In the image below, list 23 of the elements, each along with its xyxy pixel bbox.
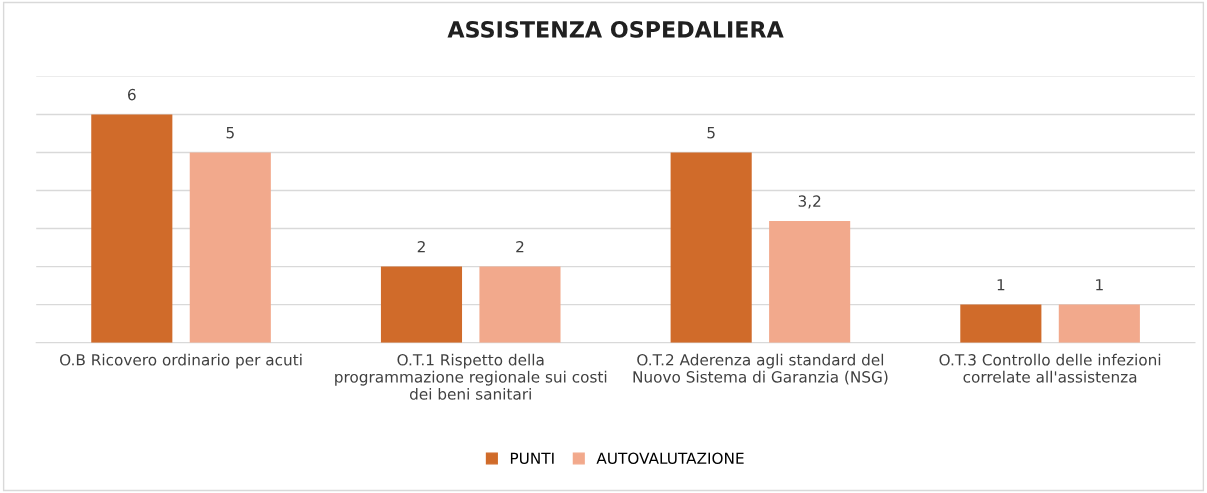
data-label: 1: [1096, 279, 1103, 291]
x-tick-label: O.T.1 Rispetto della programmazione regionale sui costi dei beni sanitari: [335, 353, 607, 400]
chart-title: ASSISTENZA OSPEDALIERA: [447, 21, 784, 38]
bar: [479, 266, 561, 343]
data-label: 1: [997, 279, 1005, 291]
bar: [769, 220, 851, 343]
x-tick-label: O.T.2 Aderenza agli standard del Nuovo Sistema di Garanzia (NSG): [633, 353, 888, 385]
bar: [1058, 304, 1140, 343]
data-label: 2: [417, 240, 425, 253]
bar: [380, 266, 463, 343]
bar: [960, 304, 1042, 343]
bar: [189, 152, 271, 343]
legend-label: AUTOVALUTAZIONE: [596, 452, 744, 465]
data-label: 5: [707, 127, 715, 139]
bar: [670, 152, 752, 343]
data-label: 2: [516, 240, 524, 253]
legend-label: PUNTI: [510, 452, 554, 465]
x-tick-label: O.T.3 Controllo delle infezioni correlate all'assistenza: [939, 353, 1161, 383]
data-label: 6: [128, 88, 136, 101]
bar: [91, 114, 173, 343]
data-label: 5: [226, 127, 234, 139]
data-label: 3,2: [798, 195, 821, 209]
x-tick-label: O.B Ricovero ordinario per acuti: [60, 353, 302, 369]
